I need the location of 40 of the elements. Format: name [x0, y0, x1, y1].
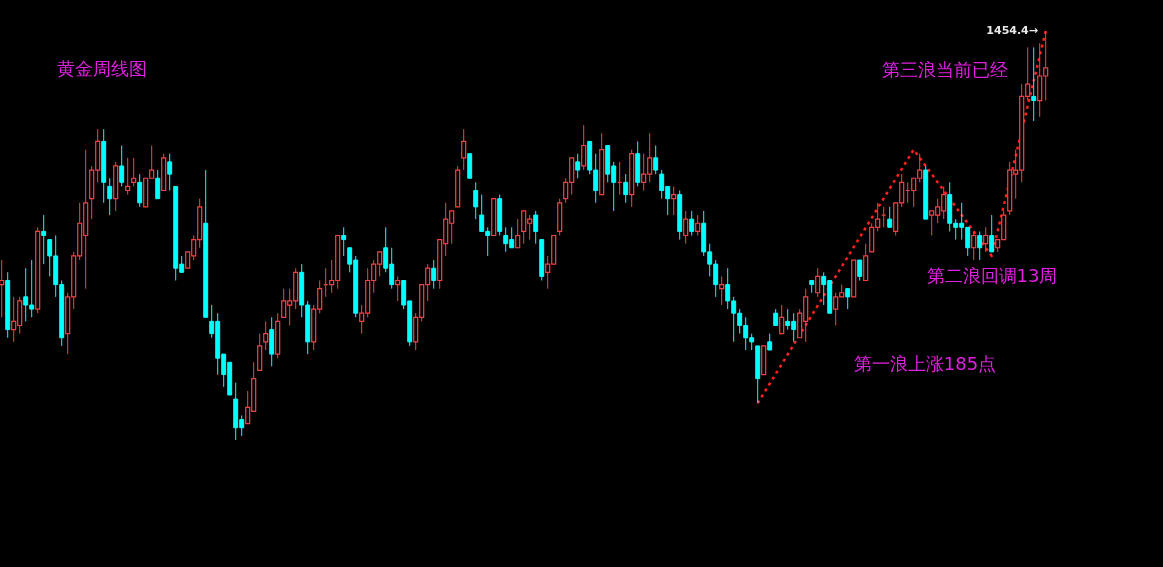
candlestick — [653, 145, 659, 175]
candlestick — [341, 226, 347, 257]
annotation: 第二浪回调13周 — [926, 265, 1058, 286]
candlestick — [977, 230, 983, 261]
candlestick — [1031, 46, 1037, 122]
candlestick — [515, 218, 521, 249]
candlestick — [857, 259, 863, 281]
candlestick — [119, 145, 125, 187]
candlestick — [695, 214, 701, 236]
candlestick — [461, 128, 467, 171]
candlestick — [533, 210, 539, 245]
candlestick — [131, 157, 137, 187]
candlestick — [473, 181, 479, 220]
candlestick — [431, 259, 437, 290]
candlestick — [815, 267, 821, 298]
candlestick — [263, 320, 269, 351]
candlestick — [845, 288, 851, 310]
candlestick — [971, 230, 977, 261]
candlestick — [395, 275, 401, 302]
candlestick — [575, 153, 581, 179]
candlestick — [719, 275, 725, 306]
candlestick — [137, 173, 143, 208]
candlestick — [683, 210, 689, 245]
candlestick — [779, 304, 785, 335]
candlestick — [155, 169, 161, 200]
text: 黄金周线图 — [57, 58, 147, 79]
annotation: 1454.4→ — [986, 24, 1038, 37]
candlestick — [581, 124, 587, 171]
candlestick — [41, 214, 47, 265]
annotation: 第三浪当前已经 — [882, 59, 1008, 80]
candlestick — [671, 185, 677, 216]
candlestick — [887, 206, 893, 228]
candlestick — [107, 177, 113, 216]
candlestick — [167, 153, 173, 192]
candlestick — [125, 157, 131, 196]
candlestick — [983, 226, 989, 253]
candlestick — [989, 214, 995, 253]
annotation: 第一浪上涨185点 — [853, 353, 997, 374]
candlestick — [689, 210, 695, 236]
candlestick — [623, 173, 629, 204]
